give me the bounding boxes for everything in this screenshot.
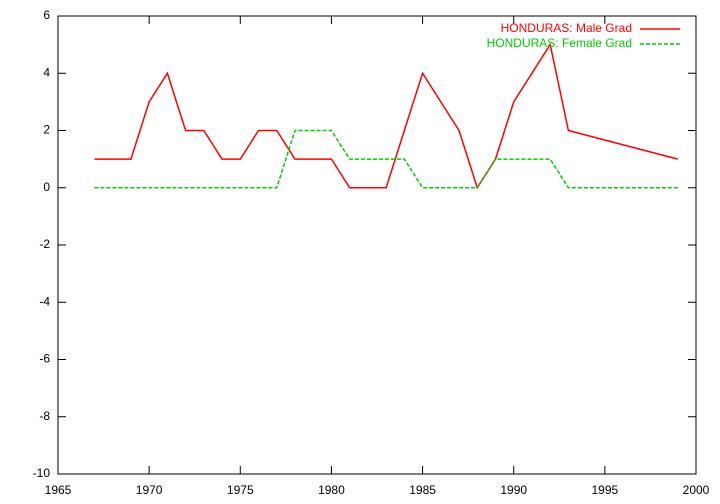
legend-label: HONDURAS: Male Grad bbox=[501, 21, 632, 35]
legend-label: HONDURAS: Female Grad bbox=[487, 36, 632, 50]
y-tick-label: -2 bbox=[39, 237, 50, 251]
x-tick-label: 1975 bbox=[227, 483, 254, 497]
x-tick-label: 1965 bbox=[45, 483, 72, 497]
x-tick-label: 1990 bbox=[500, 483, 527, 497]
x-tick-label: 1980 bbox=[318, 483, 345, 497]
y-tick-label: -4 bbox=[39, 294, 50, 308]
y-tick-label: 2 bbox=[43, 123, 50, 137]
y-tick-label: 4 bbox=[43, 65, 50, 79]
x-tick-label: 1970 bbox=[136, 483, 163, 497]
plot-frame bbox=[57, 15, 697, 475]
y-tick-label: 6 bbox=[43, 8, 50, 22]
x-tick-label: 1995 bbox=[592, 483, 619, 497]
y-tick-label: -6 bbox=[39, 352, 50, 366]
series-line bbox=[94, 42, 678, 190]
x-tick-label: 1985 bbox=[409, 483, 436, 497]
y-tick-label: -8 bbox=[39, 409, 50, 423]
series-line bbox=[94, 129, 678, 189]
y-tick-label: 0 bbox=[43, 180, 50, 194]
y-tick-label: -10 bbox=[33, 466, 51, 480]
x-tick-label: 2000 bbox=[683, 483, 710, 497]
